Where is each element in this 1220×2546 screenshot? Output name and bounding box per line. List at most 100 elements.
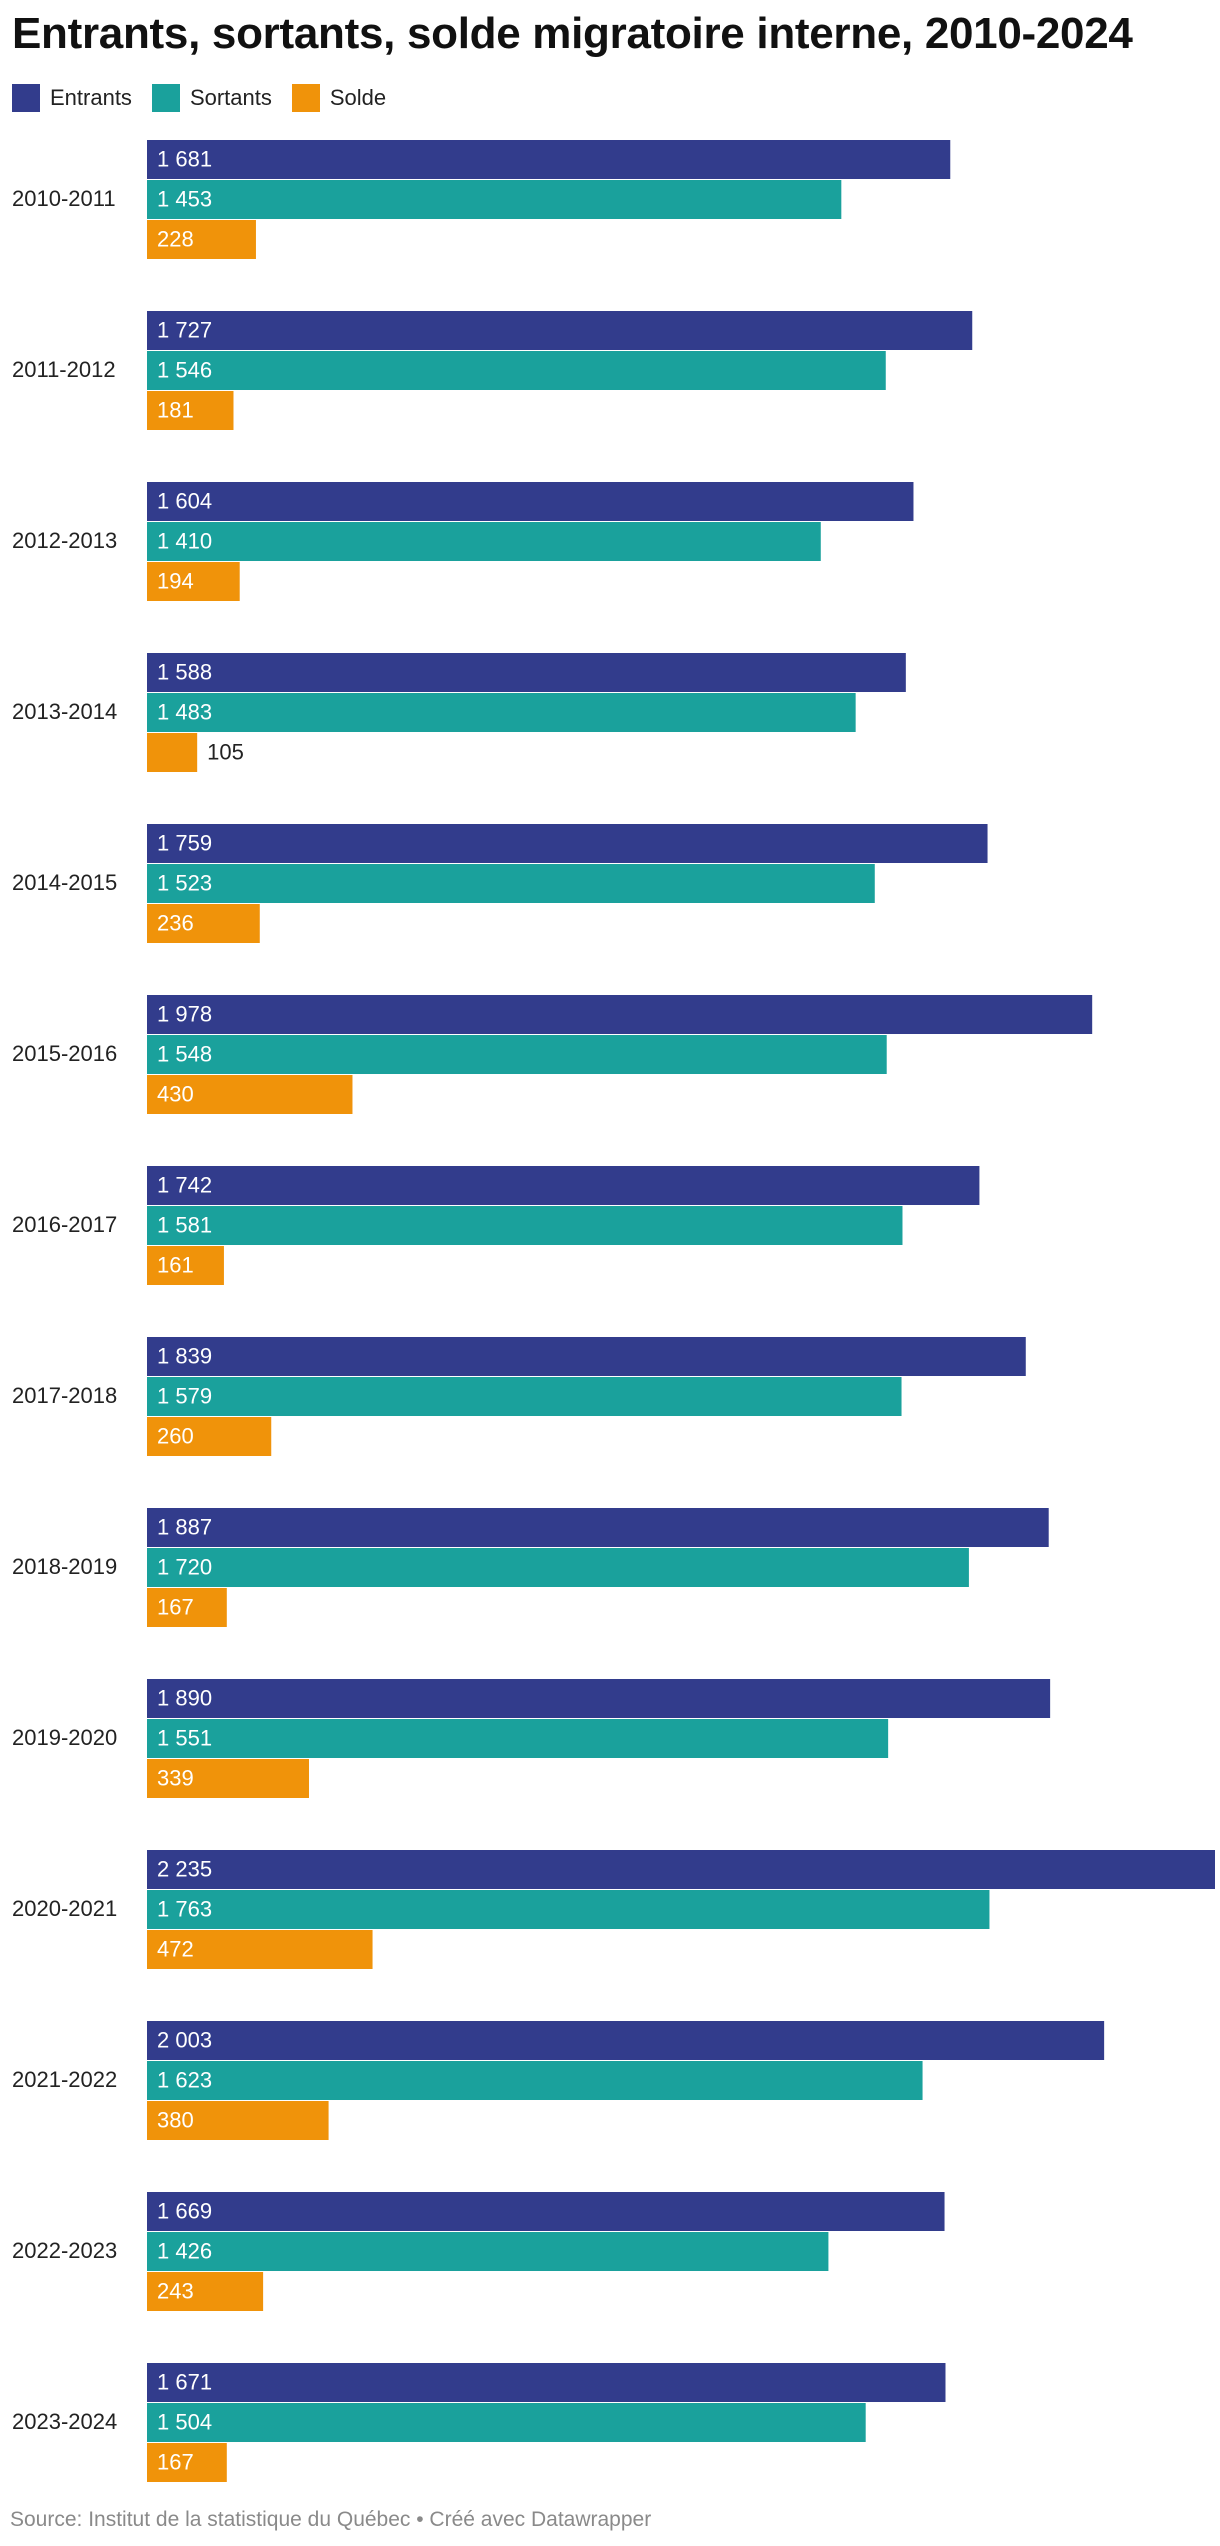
source-note: Source: Institut de la statistique du Qu… (10, 2508, 652, 2531)
value-label-sortants: 1 548 (157, 1041, 212, 1066)
value-label-solde: 260 (157, 1423, 194, 1448)
bar-sortants (147, 351, 886, 390)
value-label-entrants: 1 978 (157, 1001, 212, 1026)
value-label-entrants: 1 727 (157, 317, 212, 342)
value-label-solde: 236 (157, 910, 194, 935)
value-label-solde: 167 (157, 2449, 194, 2474)
value-label-sortants: 1 763 (157, 1896, 212, 1921)
bar-sortants (147, 1377, 902, 1416)
value-label-solde: 243 (157, 2278, 194, 2303)
bar-entrants (147, 1166, 980, 1205)
bar-solde (147, 904, 260, 943)
bar-sortants (147, 1035, 887, 1074)
legend-label-sortants: Sortants (189, 85, 272, 110)
category-label: 2013-2014 (12, 699, 117, 724)
value-label-entrants: 1 681 (157, 146, 212, 171)
bar-sortants (147, 180, 842, 219)
chart-title: Entrants, sortants, solde migratoire int… (12, 9, 1133, 58)
category-label: 2019-2020 (12, 1725, 117, 1750)
value-label-entrants: 1 588 (157, 659, 212, 684)
value-label-sortants: 1 483 (157, 699, 212, 724)
category-label: 2014-2015 (12, 870, 117, 895)
bar-entrants (147, 1337, 1026, 1376)
bar-entrants (147, 2021, 1105, 2060)
value-label-entrants: 1 887 (157, 1514, 212, 1539)
value-label-solde: 167 (157, 1594, 194, 1619)
legend-swatch-solde (291, 84, 320, 112)
value-label-sortants: 1 410 (157, 528, 212, 553)
value-label-sortants: 1 623 (157, 2067, 212, 2092)
bar-solde (147, 2272, 264, 2311)
bar-solde (147, 391, 234, 430)
legend: Entrants Sortants Solde (12, 84, 386, 112)
bar-sortants (147, 2232, 829, 2271)
value-label-sortants: 1 426 (157, 2238, 212, 2263)
bar-sortants (147, 693, 856, 732)
category-label: 2021-2022 (12, 2067, 117, 2092)
bar-solde (147, 1075, 353, 1114)
legend-item-entrants: Entrants (12, 84, 132, 112)
bar-entrants (147, 653, 906, 692)
bar-entrants (147, 140, 951, 179)
legend-label-solde: Solde (329, 85, 387, 110)
bar-entrants (147, 2192, 945, 2231)
value-label-entrants: 1 759 (157, 830, 212, 855)
bar-entrants (147, 1679, 1051, 1718)
value-label-sortants: 1 581 (157, 1212, 212, 1237)
category-label: 2020-2021 (12, 1896, 117, 1921)
bar-sortants (147, 522, 821, 561)
category-label: 2017-2018 (12, 1383, 117, 1408)
value-label-entrants: 2 003 (157, 2027, 212, 2052)
bar-solde (147, 220, 256, 259)
value-label-sortants: 1 523 (157, 870, 212, 895)
bar-solde (147, 2101, 329, 2140)
value-label-entrants: 1 890 (157, 1685, 212, 1710)
bar-sortants (147, 1719, 889, 1758)
value-label-solde: 194 (157, 568, 194, 593)
value-label-solde: 105 (207, 739, 244, 764)
bar-sortants (147, 1206, 903, 1245)
bar-entrants (147, 482, 914, 521)
bar-entrants (147, 1508, 1049, 1547)
value-label-entrants: 1 671 (157, 2369, 212, 2394)
value-label-solde: 339 (157, 1765, 194, 1790)
bar-entrants (147, 824, 988, 863)
value-label-entrants: 1 669 (157, 2198, 212, 2223)
legend-label-entrants: Entrants (50, 85, 132, 110)
category-label: 2015-2016 (12, 1041, 117, 1066)
category-label: 2016-2017 (12, 1212, 117, 1237)
category-label: 2011-2012 (12, 357, 116, 382)
value-label-entrants: 1 742 (157, 1172, 212, 1197)
bar-sortants (147, 2061, 923, 2100)
bar-entrants (147, 995, 1093, 1034)
bar-solde (147, 2443, 227, 2482)
bar-sortants (147, 1548, 969, 1587)
value-label-sortants: 1 546 (157, 357, 212, 382)
value-label-solde: 181 (157, 397, 194, 422)
bar-entrants (147, 311, 973, 350)
bar-solde (147, 733, 198, 772)
bar-solde (147, 1588, 227, 1627)
value-label-sortants: 1 504 (157, 2409, 212, 2434)
bar-sortants (147, 2403, 866, 2442)
legend-item-solde: Solde (291, 84, 387, 112)
legend-swatch-entrants (12, 84, 40, 112)
category-label: 2018-2019 (12, 1554, 117, 1579)
category-label: 2010-2011 (12, 186, 116, 211)
legend-swatch-sortants (151, 84, 180, 112)
category-label: 2012-2013 (12, 528, 117, 553)
bar-sortants (147, 864, 875, 903)
value-label-entrants: 2 235 (157, 1856, 212, 1881)
value-label-solde: 161 (157, 1252, 194, 1277)
bar-sortants (147, 1890, 990, 1929)
bar-entrants (147, 2363, 946, 2402)
legend-item-sortants: Sortants (151, 84, 272, 112)
bar-solde (147, 1930, 373, 1969)
bar-solde (147, 1759, 309, 1798)
category-label: 2023-2024 (12, 2409, 117, 2434)
value-label-entrants: 1 604 (157, 488, 212, 513)
category-label: 2022-2023 (12, 2238, 117, 2263)
value-label-sortants: 1 551 (157, 1725, 212, 1750)
bar-solde (147, 1246, 224, 1285)
